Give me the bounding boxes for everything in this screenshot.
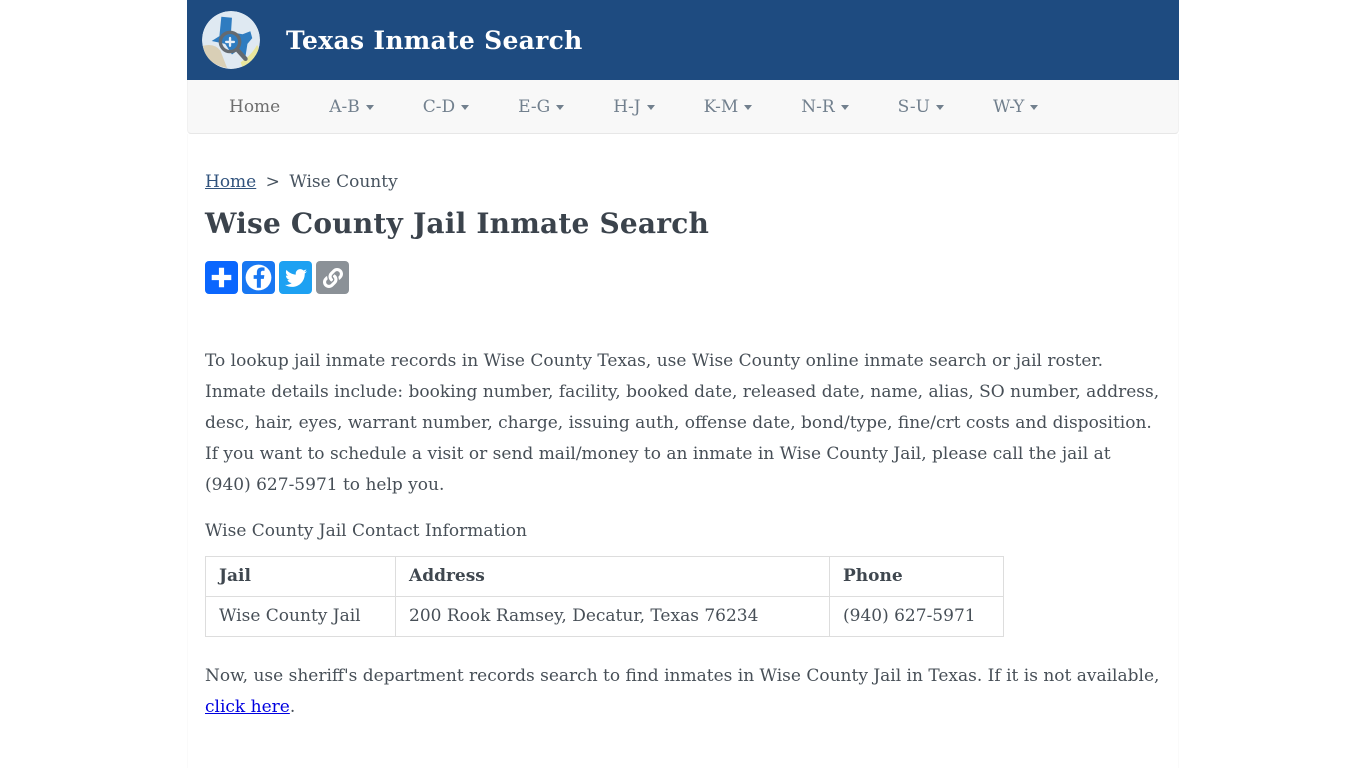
nav-item-label: E-G xyxy=(518,96,551,117)
outro-period: . xyxy=(289,697,296,718)
cell-jail-name: Wise County Jail xyxy=(205,595,396,637)
facebook-share-button[interactable] xyxy=(242,261,275,294)
contact-info-heading: Wise County Jail Contact Information xyxy=(205,520,527,541)
chevron-down-icon xyxy=(936,104,944,110)
nav-item-label: H-J xyxy=(613,96,641,117)
nav-item-h-j[interactable]: H-J xyxy=(613,96,655,117)
nav-item-label: C-D xyxy=(422,96,456,117)
cell-phone: (940) 627-5971 xyxy=(829,595,1004,637)
outro-paragraph: Now, use sheriff's department records se… xyxy=(205,661,1161,724)
texas-magnifier-logo-icon xyxy=(202,11,260,69)
site-header: Texas Inmate Search xyxy=(187,0,1179,80)
page-container: Texas Inmate Search Home A-B C-D E-G H-J… xyxy=(187,0,1179,768)
intro-paragraph: To lookup jail inmate records in Wise Co… xyxy=(205,351,1160,495)
chevron-down-icon xyxy=(646,104,655,110)
nav-item-e-g[interactable]: E-G xyxy=(518,96,565,117)
site-title: Texas Inmate Search xyxy=(286,25,583,55)
chevron-down-icon xyxy=(556,104,565,110)
contact-table: Jail Address Phone Wise County Jail 200 … xyxy=(205,555,1004,637)
page-title: Wise County Jail Inmate Search xyxy=(205,207,710,240)
link-icon xyxy=(322,267,343,288)
column-header-phone: Phone xyxy=(829,555,1004,597)
breadcrumb-home-link[interactable]: Home xyxy=(205,172,257,192)
column-header-jail: Jail xyxy=(205,555,396,597)
nav-item-a-b[interactable]: A-B xyxy=(329,97,374,117)
nav-item-label: N-R xyxy=(801,96,835,117)
share-button-row xyxy=(205,261,1161,294)
chevron-down-icon xyxy=(365,104,374,110)
nav-item-home[interactable]: Home xyxy=(229,96,281,117)
nav-item-n-r[interactable]: N-R xyxy=(801,96,849,117)
nav-item-label: A-B xyxy=(329,96,360,117)
nav-item-k-m[interactable]: K-M xyxy=(704,97,753,117)
main-content: Home > Wise County Wise County Jail Inma… xyxy=(188,134,1178,724)
copy-link-share-button[interactable] xyxy=(316,261,349,294)
breadcrumb: Home > Wise County xyxy=(205,134,1161,192)
chevron-down-icon xyxy=(744,104,753,110)
main-navbar: Home A-B C-D E-G H-J K-M N-R S-U W-Y xyxy=(187,80,1179,134)
nav-item-label: K-M xyxy=(703,96,739,117)
column-header-address: Address xyxy=(395,555,830,597)
cell-address: 200 Rook Ramsey, Decatur, Texas 76234 xyxy=(395,595,830,637)
table-header-row: Jail Address Phone xyxy=(205,555,1004,597)
breadcrumb-current: Wise County xyxy=(289,172,398,192)
site-logo xyxy=(202,11,260,69)
nav-item-label: W-Y xyxy=(993,96,1025,117)
twitter-bird-icon xyxy=(284,268,307,287)
breadcrumb-separator: > xyxy=(265,172,280,192)
nav-item-label: S-U xyxy=(897,96,930,117)
click-here-link[interactable]: click here xyxy=(205,697,290,718)
chevron-down-icon xyxy=(840,104,849,110)
chevron-down-icon xyxy=(1030,104,1039,110)
plus-icon xyxy=(211,267,232,288)
nav-item-s-u[interactable]: S-U xyxy=(898,97,944,117)
outro-text: Now, use sheriff's department records se… xyxy=(205,665,1160,686)
twitter-share-button[interactable] xyxy=(279,261,312,294)
nav-item-w-y[interactable]: W-Y xyxy=(993,96,1039,117)
nav-item-c-d[interactable]: C-D xyxy=(422,96,470,117)
share-button[interactable] xyxy=(205,261,238,294)
chevron-down-icon xyxy=(461,104,470,110)
table-row: Wise County Jail 200 Rook Ramsey, Decatu… xyxy=(205,595,1004,637)
content-frame: Home > Wise County Wise County Jail Inma… xyxy=(187,134,1179,768)
facebook-icon xyxy=(245,264,272,291)
